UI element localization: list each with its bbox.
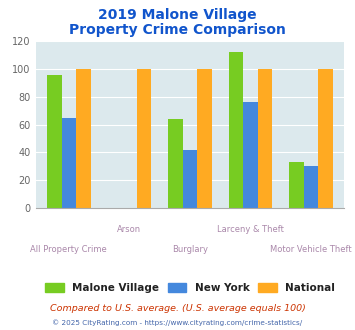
Text: Arson: Arson xyxy=(117,225,141,234)
Bar xyxy=(229,52,243,208)
Bar xyxy=(168,119,183,208)
Text: Motor Vehicle Theft: Motor Vehicle Theft xyxy=(270,245,352,253)
Bar xyxy=(47,75,61,208)
Bar xyxy=(289,162,304,208)
Bar xyxy=(197,69,212,208)
Bar xyxy=(76,69,91,208)
Text: Property Crime Comparison: Property Crime Comparison xyxy=(69,23,286,37)
Text: Larceny & Theft: Larceny & Theft xyxy=(217,225,284,234)
Legend: Malone Village, New York, National: Malone Village, New York, National xyxy=(42,280,338,296)
Text: © 2025 CityRating.com - https://www.cityrating.com/crime-statistics/: © 2025 CityRating.com - https://www.city… xyxy=(53,319,302,326)
Text: 2019 Malone Village: 2019 Malone Village xyxy=(98,8,257,22)
Bar xyxy=(243,102,258,208)
Bar xyxy=(258,69,272,208)
Bar xyxy=(304,166,318,208)
Text: Compared to U.S. average. (U.S. average equals 100): Compared to U.S. average. (U.S. average … xyxy=(50,304,305,313)
Bar xyxy=(61,117,76,208)
Text: All Property Crime: All Property Crime xyxy=(31,245,107,253)
Text: Burglary: Burglary xyxy=(172,245,208,253)
Bar xyxy=(318,69,333,208)
Bar xyxy=(137,69,151,208)
Bar xyxy=(183,149,197,208)
